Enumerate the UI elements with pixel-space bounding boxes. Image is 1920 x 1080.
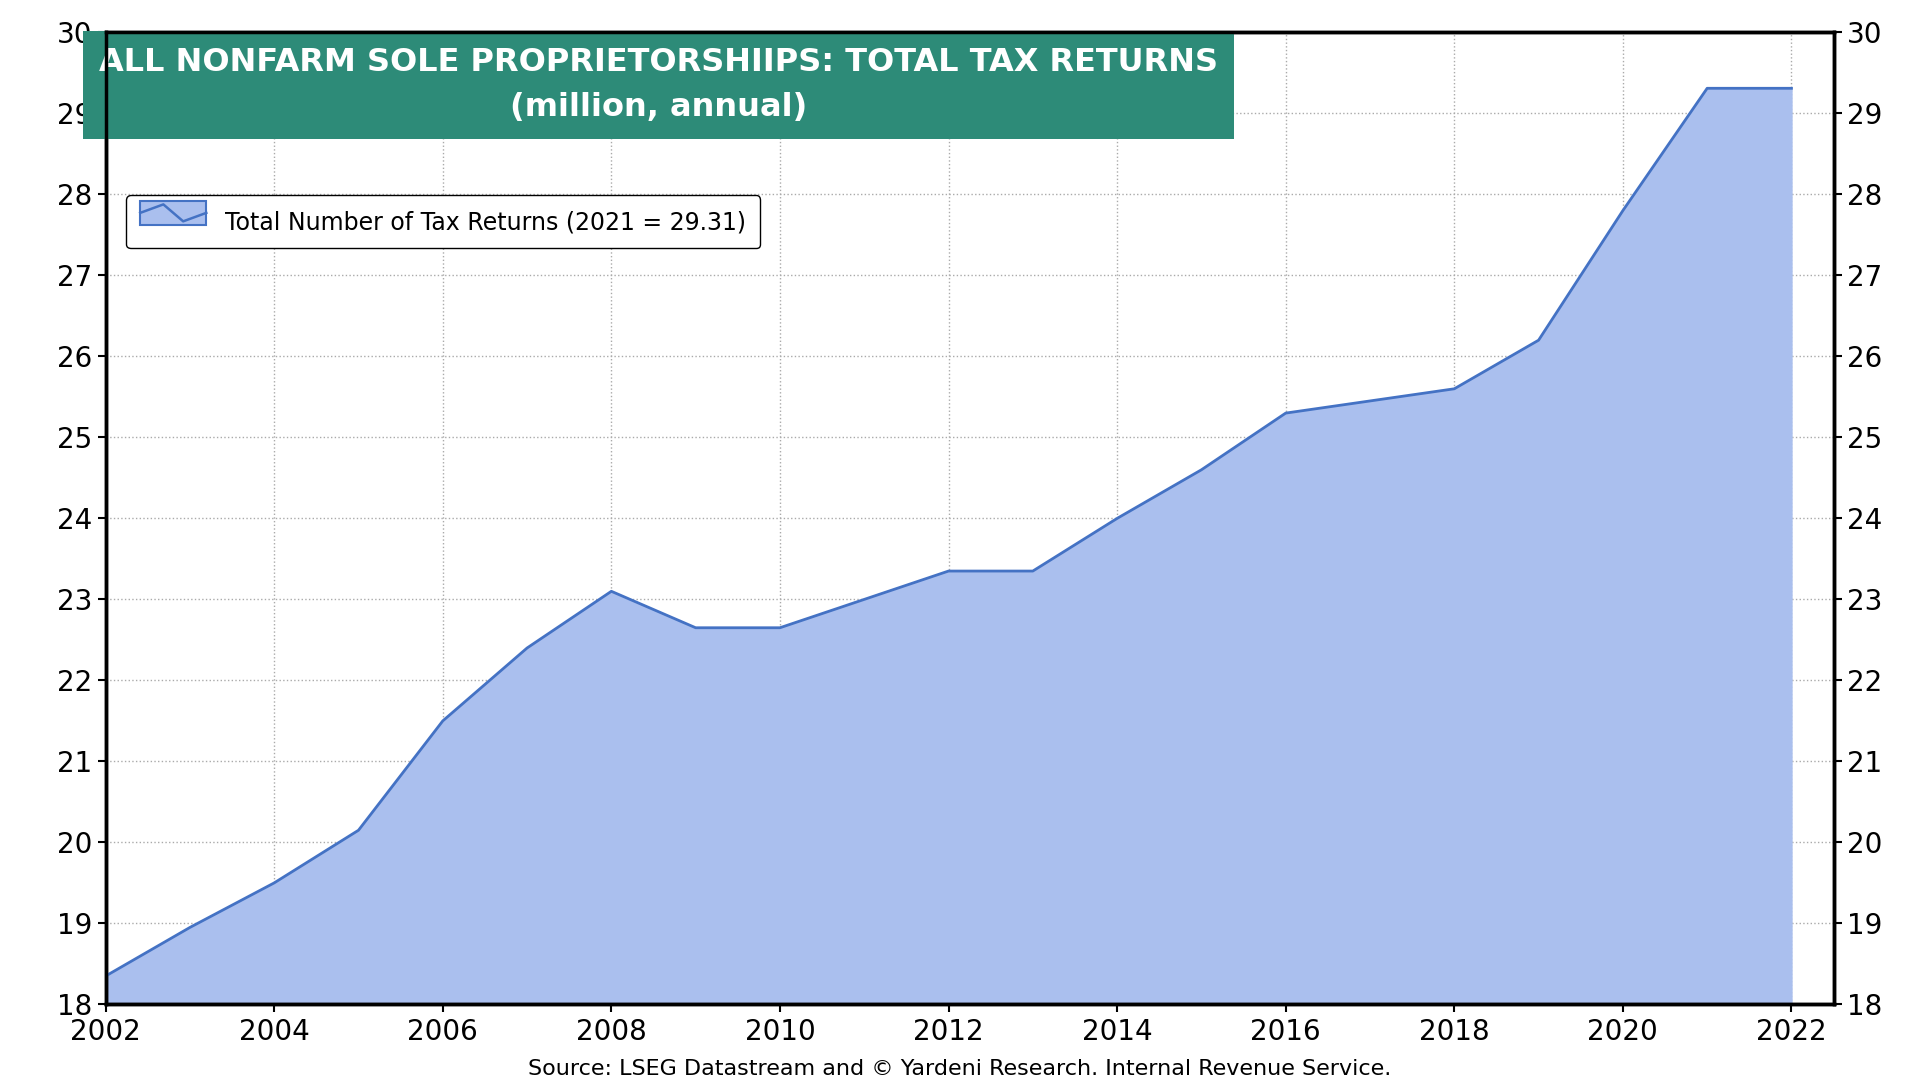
Text: Source: LSEG Datastream and © Yardeni Research. Internal Revenue Service.: Source: LSEG Datastream and © Yardeni Re… <box>528 1058 1392 1079</box>
Legend: Total Number of Tax Returns (2021 = 29.31): Total Number of Tax Returns (2021 = 29.3… <box>127 194 760 248</box>
Text: ALL NONFARM SOLE PROPRIETORSHIIPS: TOTAL TAX RETURNS
(million, annual): ALL NONFARM SOLE PROPRIETORSHIIPS: TOTAL… <box>100 46 1217 123</box>
